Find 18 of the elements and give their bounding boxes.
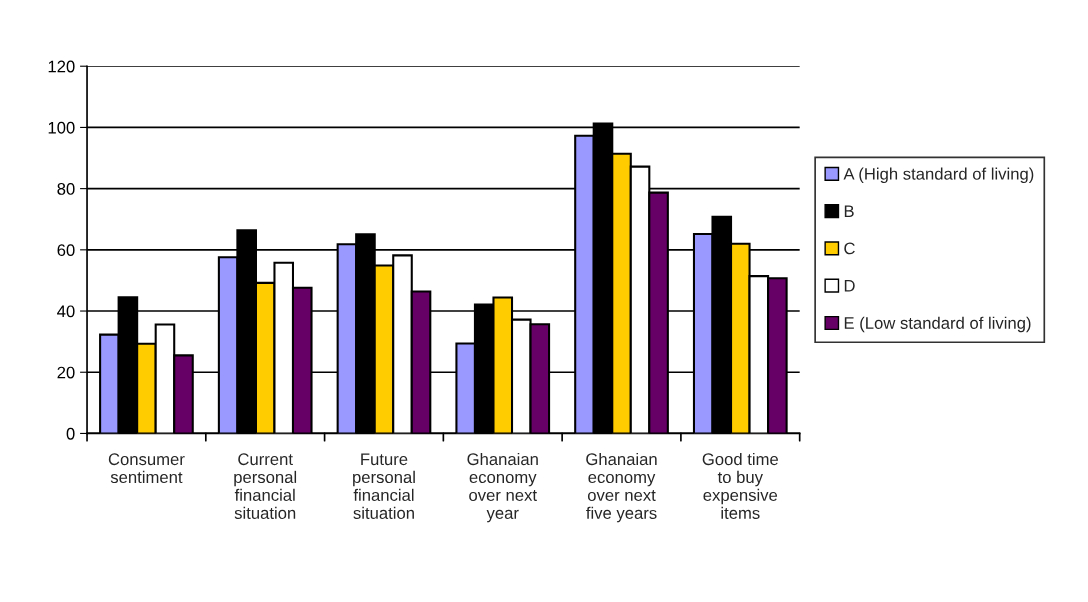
legend-label: D: [844, 280, 855, 292]
legend-label: E (Low standard of living): [844, 316, 1031, 333]
y-tick-label: 40: [57, 305, 75, 318]
x-tick-label: Ghanaian economy over next five years: [586, 452, 657, 523]
y-tick-label: 20: [57, 366, 75, 379]
x-tick-label: Consumer sentiment: [108, 453, 185, 484]
y-tick-label: 0: [66, 427, 75, 440]
x-tick-label: Good time to buy expensive items: [702, 452, 778, 519]
y-tick-label: 100: [48, 121, 75, 134]
y-tick-label: 80: [57, 183, 75, 195]
y-tick-label: 60: [57, 244, 75, 257]
x-tick-label: Ghanaian economy over next year: [467, 452, 538, 523]
legend-label: A (High standard of living): [843, 167, 1034, 184]
legend-label: C: [844, 242, 855, 255]
y-tick-label: 120: [48, 60, 75, 73]
x-tick-label: Current personal financial situation: [234, 453, 297, 519]
legend-label: B: [844, 205, 854, 217]
x-tick-label: Future personal financial situation: [353, 453, 415, 519]
